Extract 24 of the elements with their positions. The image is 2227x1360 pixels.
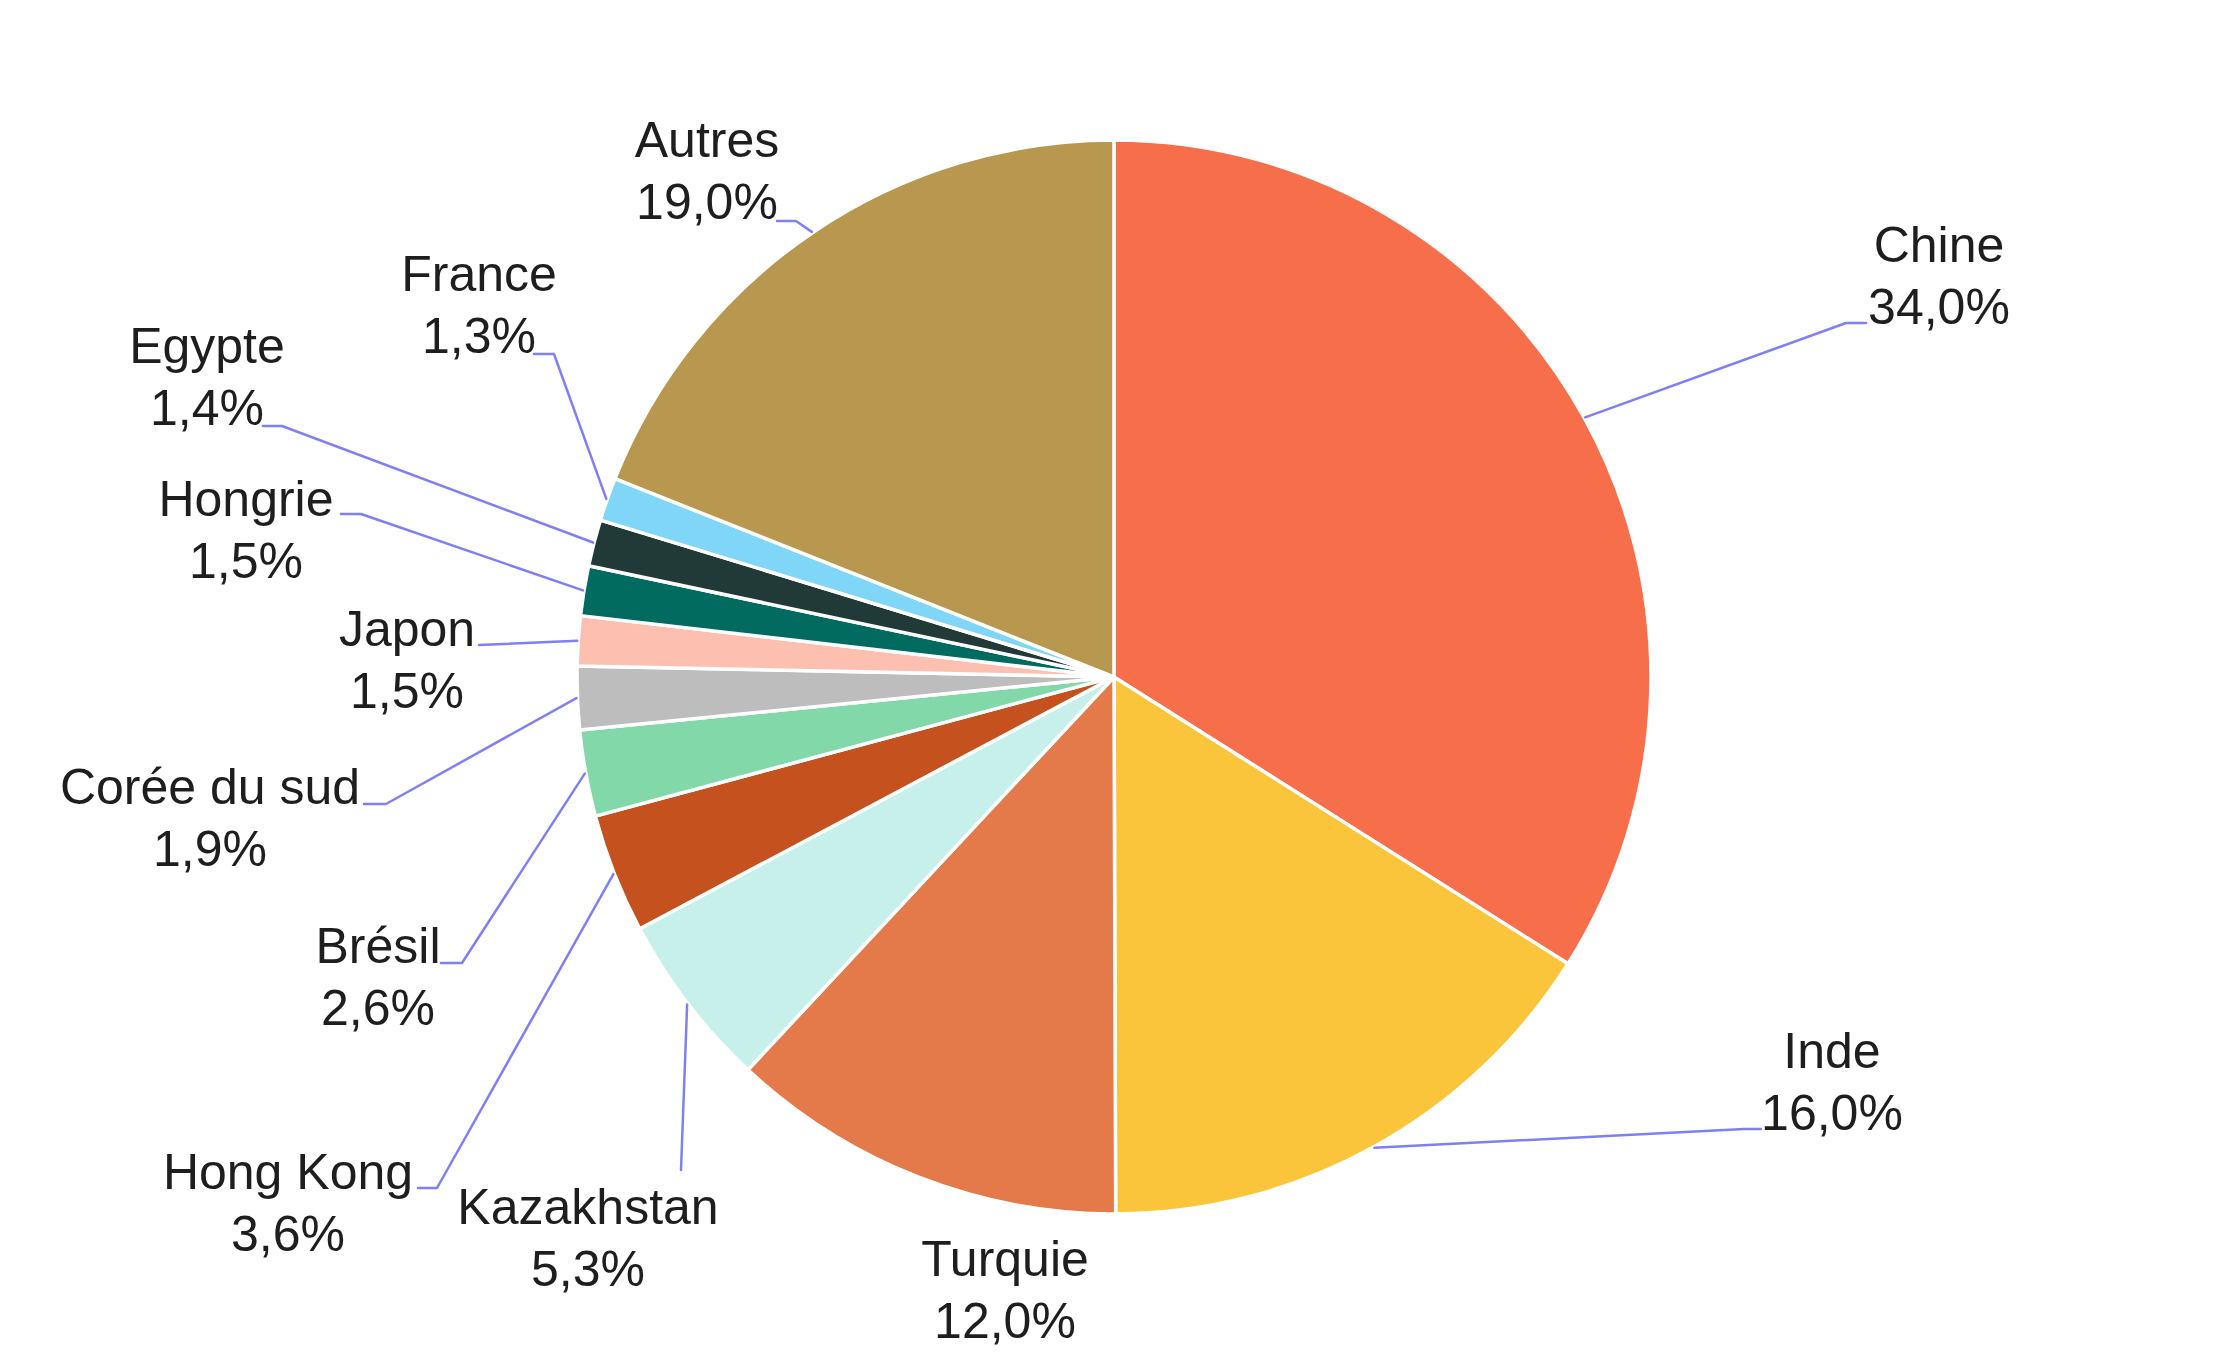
slice-label: Hongrie [158, 471, 334, 527]
data-label: 2,6% [321, 980, 435, 1036]
slice-label: Egypte [129, 318, 285, 374]
slice-label: Chine [1873, 217, 2005, 273]
data-label: 1,5% [350, 663, 464, 719]
data-label: 3,6% [231, 1206, 345, 1262]
data-label: 12,0% [934, 1293, 1076, 1349]
slice-label: Hong Kong [162, 1144, 414, 1200]
slice-label: Autres [634, 112, 780, 168]
slice-label: France [401, 246, 557, 302]
data-label: 34,0% [1868, 279, 2010, 335]
data-label: 1,5% [189, 533, 303, 589]
slice-label: Japon [338, 601, 476, 657]
data-label: 1,3% [422, 308, 536, 364]
data-label: 16,0% [1761, 1085, 1903, 1141]
data-label: 1,4% [150, 380, 264, 436]
slice-label: Corée du sud [59, 759, 361, 815]
slice-label: Brésil [315, 918, 441, 974]
data-label: 1,9% [153, 821, 267, 877]
data-label: 5,3% [531, 1241, 645, 1297]
slice-label: Inde [1783, 1023, 1881, 1079]
slice-label: Kazakhstan [457, 1179, 719, 1235]
slice-label: Turquie [921, 1231, 1089, 1287]
data-label: 19,0% [636, 174, 778, 230]
